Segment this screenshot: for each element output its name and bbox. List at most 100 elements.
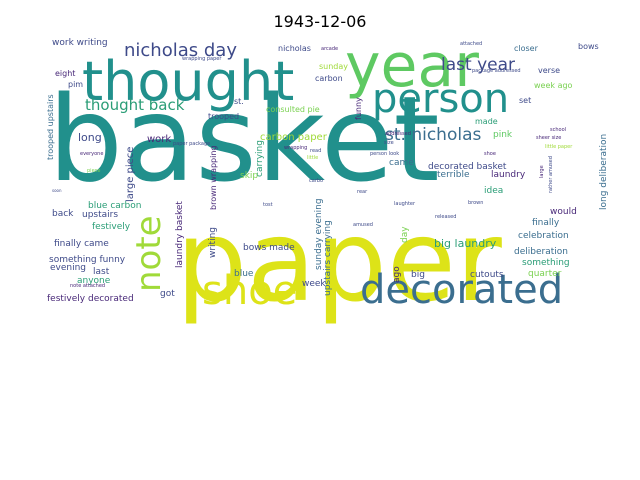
word-closer: closer: [514, 44, 539, 53]
word-wrapping-paper: wrapping paper: [182, 56, 222, 62]
word-sheer-size: sheer size: [536, 135, 561, 141]
word-big-laundry: big laundry: [434, 237, 497, 250]
word-bows: bows: [578, 42, 599, 51]
word-trooped: trooped: [208, 112, 239, 121]
word-soon: soon: [52, 188, 62, 193]
word-work: work: [147, 134, 171, 145]
word-eight: eight: [55, 69, 75, 78]
word-consulted-pie: consulted pie: [266, 105, 320, 114]
word-trooped-upstairs: trooped upstairs: [46, 94, 55, 160]
word-brown-wrapping: brown wrapping: [209, 145, 218, 210]
word-size: size: [384, 140, 394, 146]
word-upstairs: upstairs: [82, 210, 118, 220]
word-piece: piece: [87, 168, 100, 174]
word-decorated-basket: decorated basket: [428, 162, 507, 172]
word-quarter: quarter: [528, 269, 562, 279]
word-note-attached: note attached: [70, 283, 105, 289]
word-laundry-basket: laundry basket: [175, 201, 185, 268]
word-tost: tost: [263, 202, 273, 208]
word-work-writing: work writing: [52, 38, 108, 48]
word-bows-made: bows made: [243, 243, 295, 253]
word-wrapping: wrapping: [284, 145, 307, 151]
word-funny: funny: [354, 97, 363, 120]
word-evening: evening: [50, 263, 86, 273]
word-cutouts: cutouts: [470, 270, 504, 280]
word-upstairs-carrying: upstairs carrying: [323, 220, 333, 296]
word-long-deliberation: long deliberation: [599, 134, 609, 210]
word-little: little: [307, 155, 318, 161]
word-year: year: [345, 31, 479, 101]
word-carbo: carbo: [309, 178, 323, 184]
word-little-paper: little paper: [545, 144, 573, 150]
word-festively: festively: [92, 222, 131, 232]
word-last: last: [93, 267, 110, 277]
word-something: something: [522, 258, 570, 268]
word-basket: basket: [48, 70, 440, 208]
word-ago: ago: [392, 266, 402, 283]
word-anyone: anyone: [77, 276, 111, 286]
word-person-look: person look: [370, 151, 399, 157]
word-pim: pim: [68, 80, 83, 89]
word-nicholas: nicholas: [278, 44, 311, 53]
word-festively-decorated: festively decorated: [47, 294, 134, 304]
word-arcade: arcade: [321, 46, 338, 52]
word-finally-came: finally came: [54, 239, 109, 249]
word-week-ago: week ago: [534, 81, 573, 90]
word-laughter: laughter: [394, 201, 416, 207]
word-thought: thought: [82, 50, 294, 113]
word-pink: pink: [493, 130, 513, 140]
word-large-piece: large piece: [125, 147, 136, 202]
word-note: note: [129, 215, 169, 292]
word-set: set: [519, 96, 531, 105]
word-verse: verse: [538, 66, 560, 75]
word-attached: attached: [460, 41, 482, 47]
word-last-year: last year: [441, 55, 515, 75]
word-person: person: [372, 76, 509, 122]
word-large: large: [539, 165, 545, 178]
word-rear: rear: [357, 189, 368, 195]
word-sunday-evening: sunday evening: [314, 198, 324, 270]
word-st-: st.: [234, 97, 244, 106]
word-released: released: [435, 214, 456, 220]
figure-title: 1943-12-06: [273, 12, 367, 31]
word-finally: finally: [532, 218, 560, 228]
word-blue-carbon: blue carbon: [88, 201, 141, 211]
word-decorated: decorated: [360, 267, 563, 313]
word-came: came: [389, 158, 414, 168]
word-terrible: terrible: [437, 170, 470, 180]
word-paper: paper: [176, 197, 503, 327]
word-laundry: laundry: [491, 170, 526, 180]
word-addressed: addressed: [385, 131, 411, 137]
word-blue: blue: [234, 269, 254, 279]
word-school: school: [550, 127, 566, 133]
word-brown: brown: [468, 200, 483, 206]
word-everyone: everyone: [80, 151, 103, 157]
word-deliberation: deliberation: [514, 247, 568, 257]
word-shoe: shoe: [484, 151, 496, 157]
word-writing: writing: [208, 227, 218, 258]
word-rather-amused: rather amused: [548, 156, 554, 193]
word-amused: amused: [353, 222, 373, 228]
word-week: week: [302, 279, 326, 289]
word-read: read: [310, 148, 321, 154]
word-shoe: shoe: [202, 268, 297, 314]
word-day: day: [400, 226, 410, 243]
word-back: back: [52, 209, 74, 219]
word-sunday: sunday: [319, 62, 348, 71]
word-would: would: [550, 207, 577, 217]
word-got: got: [160, 289, 175, 299]
word-carrying: carrying: [255, 140, 265, 177]
word-skip: skip: [240, 171, 258, 181]
word-paper-package: paper package: [173, 141, 210, 147]
word-idea: idea: [484, 186, 503, 196]
word-carbon-paper: carbon paper: [260, 132, 328, 143]
word-thought-back: thought back: [85, 96, 185, 114]
word-carbon: carbon: [315, 74, 343, 83]
word-something-funny: something funny: [49, 255, 126, 265]
word-big: big: [411, 270, 425, 280]
word-long: long: [78, 131, 102, 144]
word-package-addressed: package addressed: [472, 68, 521, 74]
word-celebration: celebration: [518, 231, 569, 241]
word-st-nicholas: st. nicholas: [385, 125, 481, 145]
